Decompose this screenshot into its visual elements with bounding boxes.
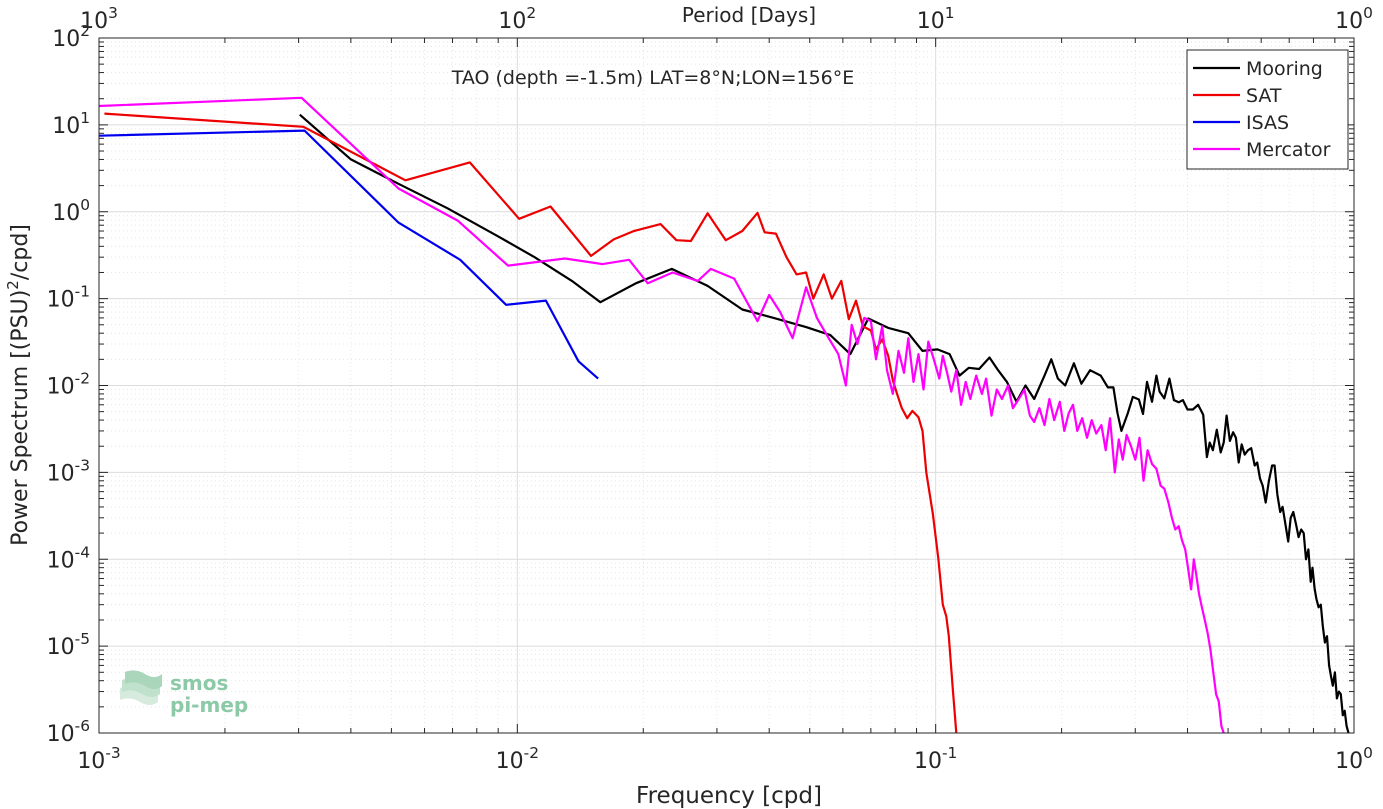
y-tick-label: 10-4: [47, 543, 90, 573]
x-tick-label: 10-2: [496, 744, 539, 774]
y-axis-label: Power Spectrum [(PSU)2/cpd]: [4, 224, 33, 546]
y-tick-label: 10-5: [47, 630, 90, 660]
series-line-sat: [104, 112, 958, 733]
y-tick-label: 10-1: [47, 283, 90, 313]
series-line-mooring: [299, 113, 1350, 733]
y-tick-label: 10-6: [47, 717, 90, 747]
legend-label-isas: ISAS: [1246, 112, 1289, 134]
series-group: [99, 96, 1350, 733]
y-tick-label: 100: [52, 196, 90, 226]
watermark-line1: smos: [170, 671, 228, 695]
legend-label-sat: SAT: [1246, 85, 1282, 107]
chart-title: TAO (depth =-1.5m) LAT=8°N;LON=156°E: [451, 67, 855, 89]
legend-label-mercator: Mercator: [1246, 139, 1331, 161]
x-tick-label: 100: [1335, 744, 1373, 774]
y-tick-label: 101: [52, 109, 90, 139]
top-tick-label: 101: [917, 4, 955, 34]
x-tick-label: 10-1: [914, 744, 957, 774]
top-tick-label: 100: [1335, 4, 1373, 34]
series-line-mercator: [99, 96, 1225, 733]
series-line-isas: [99, 129, 599, 380]
x-axis-label: Frequency [cpd]: [636, 783, 822, 809]
watermark: smos pi-mep: [120, 670, 248, 717]
y-tick-label: 102: [52, 22, 90, 52]
legend: Mooring SAT ISAS Mercator: [1186, 49, 1349, 170]
top-tick-label: 103: [80, 4, 118, 34]
axis-ticks: [98, 38, 1354, 734]
y-tick-label: 10-3: [47, 456, 90, 486]
top-tick-label: 102: [498, 4, 536, 34]
x-tick-label: 10-3: [77, 744, 120, 774]
top-axis-label: Period [Days]: [682, 3, 816, 27]
legend-label-mooring: Mooring: [1246, 58, 1323, 80]
watermark-line2: pi-mep: [170, 693, 248, 717]
y-tick-label: 10-2: [47, 370, 90, 400]
smos-logo-icon: [120, 670, 162, 705]
